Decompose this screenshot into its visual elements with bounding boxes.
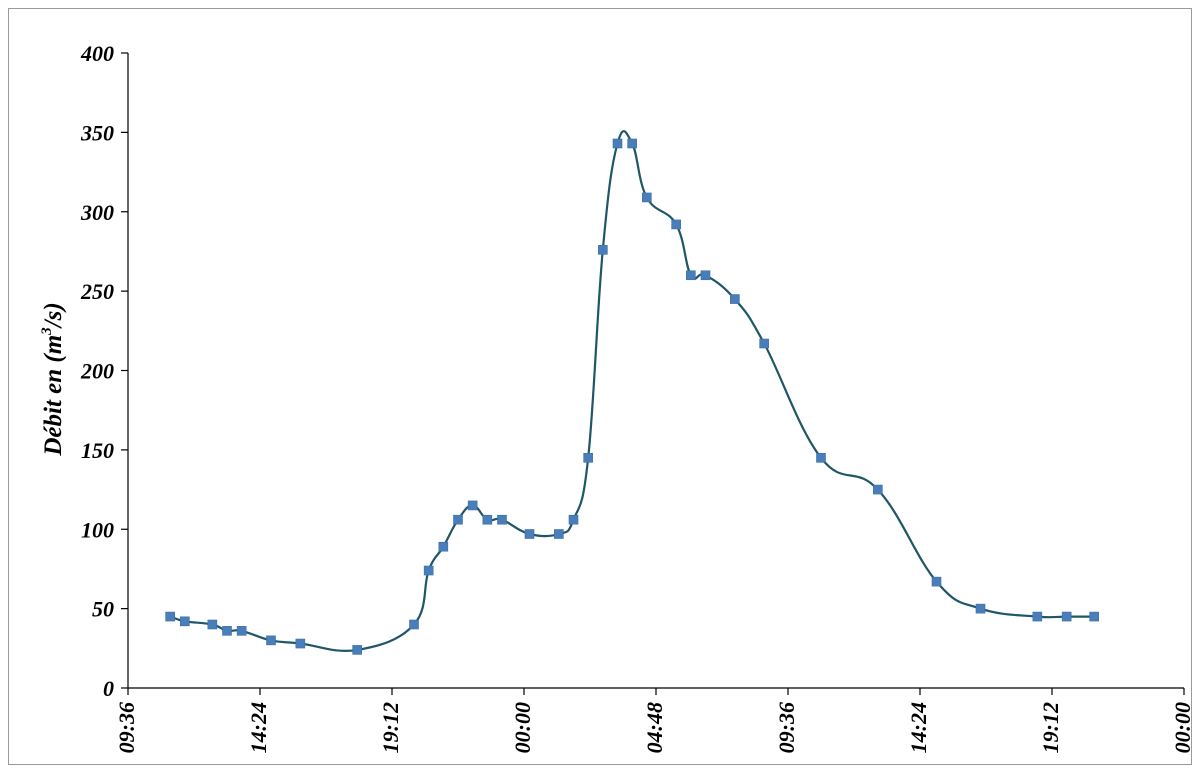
data-point-marker xyxy=(438,541,449,552)
y-tick-label: 250 xyxy=(80,279,114,304)
data-point-marker xyxy=(700,270,711,281)
y-axis-label-main: Débit en (m xyxy=(40,335,67,457)
x-tick-label: 00:00 xyxy=(1170,702,1193,753)
data-point-marker xyxy=(671,219,681,230)
data-point-marker xyxy=(759,338,769,349)
data-point-marker xyxy=(816,453,826,463)
data-point-marker xyxy=(598,245,608,255)
x-tick-label: 04:48 xyxy=(642,702,667,753)
data-point-marker xyxy=(642,192,652,203)
data-point-marker xyxy=(497,514,507,525)
x-tick-label: 00:00 xyxy=(510,702,535,753)
data-point-marker xyxy=(207,619,218,630)
data-point-marker xyxy=(180,616,190,627)
data-point-marker xyxy=(627,138,637,149)
y-axis-label-superscript: 3 xyxy=(39,327,55,336)
data-point-marker xyxy=(568,514,579,525)
data-point-marker xyxy=(222,626,232,636)
discharge-line-chart: 0 50 100 150 200 250 300 350 400 09:36 14:24 19:12… xyxy=(39,41,1195,753)
data-point-marker xyxy=(409,619,419,630)
data-point-marker xyxy=(1061,611,1072,622)
y-axis-label: Débit en (m3/s) xyxy=(39,302,67,456)
x-tick-label: 19:12 xyxy=(1038,702,1063,753)
data-point-marker xyxy=(554,529,564,539)
data-point-marker xyxy=(873,484,883,495)
data-point-marker xyxy=(1089,611,1099,622)
data-point-marker xyxy=(423,565,434,576)
data-point-marker xyxy=(266,635,276,646)
x-tick-label: 09:36 xyxy=(114,702,139,753)
data-point-marker xyxy=(352,645,362,655)
x-tick-label: 14:24 xyxy=(906,702,931,753)
chart-frame: 0 50 100 150 200 250 300 350 400 09:36 14:24 19:12… xyxy=(8,8,1195,765)
x-tick-label: 09:36 xyxy=(774,702,799,753)
y-tick-label: 200 xyxy=(80,359,114,384)
y-tick-label: 350 xyxy=(80,120,114,145)
series-line xyxy=(169,130,1095,652)
data-point-marker xyxy=(467,500,478,511)
x-tick-label: 19:12 xyxy=(378,702,403,753)
y-tick-label: 300 xyxy=(80,200,114,225)
data-point-marker xyxy=(931,576,942,587)
data-point-marker xyxy=(686,270,696,281)
x-tick-label: 14:24 xyxy=(246,702,271,753)
data-point-marker xyxy=(482,514,493,525)
data-point-marker xyxy=(165,611,175,622)
y-axis-label-tail: /s) xyxy=(40,302,67,329)
data-point-marker xyxy=(730,294,740,304)
data-point-marker xyxy=(453,514,463,525)
data-point-marker xyxy=(1032,611,1043,622)
data-point-marker xyxy=(612,138,623,149)
data-point-marker xyxy=(295,638,306,649)
data-point-marker xyxy=(583,453,593,463)
y-tick-label: 0 xyxy=(103,676,114,701)
y-tick-label: 150 xyxy=(81,438,114,463)
y-tick-label: 50 xyxy=(92,597,114,622)
y-tick-label: 100 xyxy=(81,517,114,542)
data-point-marker xyxy=(236,626,247,636)
y-tick-label: 400 xyxy=(80,41,114,66)
data-point-marker xyxy=(524,529,535,539)
data-point-marker xyxy=(975,603,986,614)
